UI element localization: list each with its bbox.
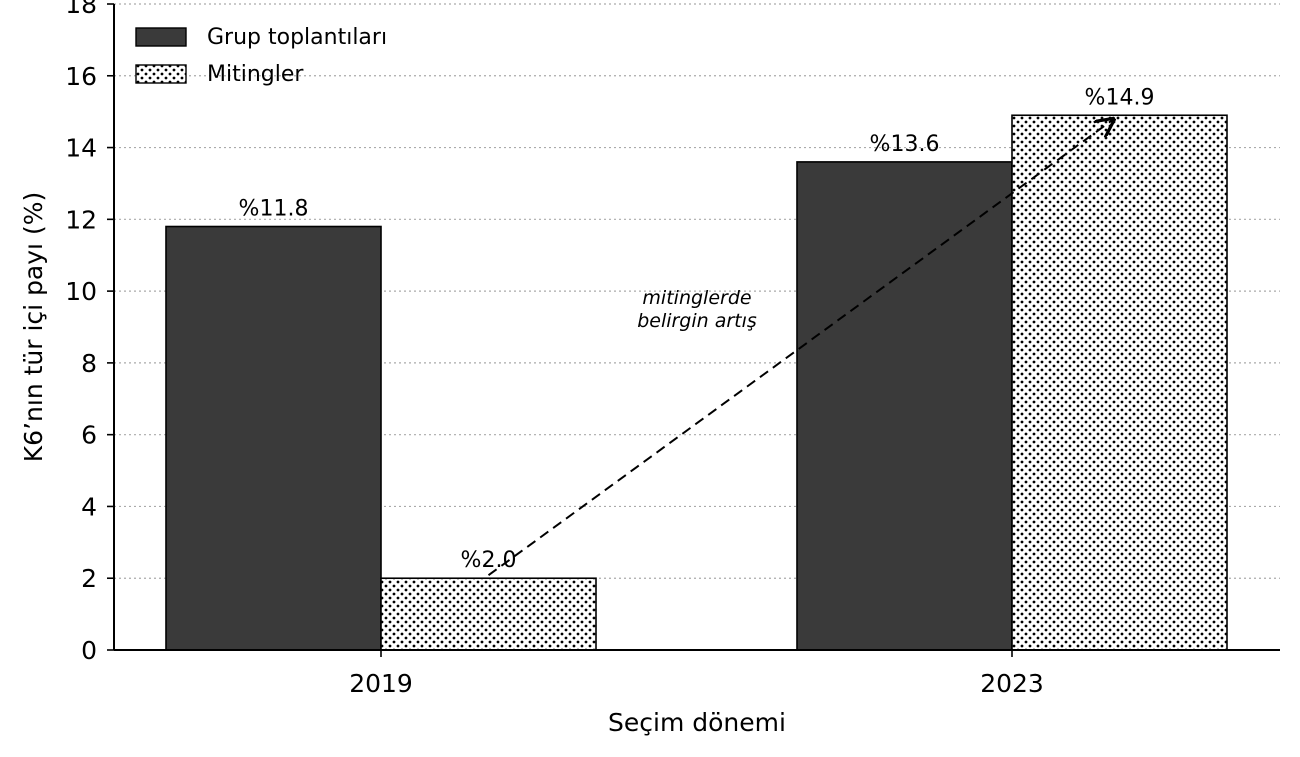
y-tick-label: 6 — [81, 421, 97, 450]
data-label-2019-series-0: %11.8 — [239, 197, 309, 222]
y-tick-label: 8 — [81, 349, 97, 378]
bars — [165, 114, 1228, 651]
y-axis-title: K6’nın tür içi payı (%) — [19, 192, 48, 462]
bar-2023-series-1 — [1011, 114, 1228, 651]
legend-swatch-1 — [135, 64, 187, 84]
x-tick-label-2019: 2019 — [349, 669, 413, 698]
y-tick-label: 0 — [81, 636, 97, 665]
legend-label-0: Grup toplantıları — [207, 25, 387, 50]
legend-label-1: Mitingler — [207, 62, 304, 87]
annotation-arrow — [487, 119, 1114, 577]
annotation-text-line: belirgin artış — [637, 310, 757, 332]
data-label-2023-series-1: %14.9 — [1085, 85, 1155, 110]
bar-2019-series-1 — [380, 577, 597, 651]
annotation-text-line: mitinglerde — [642, 287, 751, 309]
bar-2023-series-0 — [796, 161, 1013, 651]
data-label-2023-series-0: %13.6 — [870, 132, 940, 157]
legend: Grup toplantıları Mitingler — [135, 25, 387, 87]
x-tick-label-2023: 2023 — [980, 669, 1044, 698]
y-tick-label: 2 — [81, 564, 97, 593]
bar-2019-series-0 — [165, 225, 382, 651]
axes: 0 2 4 6 8 10 12 14 16 18 2019 2023 Seçim dönemi K6’nı… — [19, 0, 1280, 737]
x-axis-title: Seçim dönemi — [608, 708, 786, 737]
y-tick-label: 18 — [65, 0, 97, 19]
y-tick-label: 14 — [65, 134, 97, 163]
y-tick-label: 10 — [65, 277, 97, 306]
y-tick-label: 16 — [65, 62, 97, 91]
y-tick-label: 4 — [81, 492, 97, 521]
y-tick-label: 12 — [65, 205, 97, 234]
legend-swatch-0 — [135, 27, 187, 47]
